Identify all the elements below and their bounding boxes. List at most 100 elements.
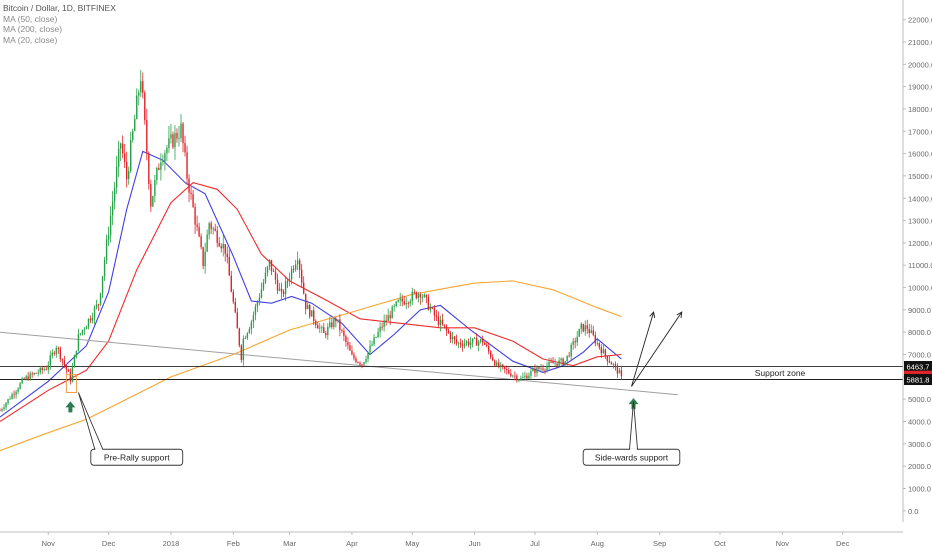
candle-body (194, 206, 196, 225)
candle-body (606, 355, 609, 362)
candle (140, 69, 142, 98)
candle-body (469, 342, 472, 346)
candle (276, 273, 279, 295)
candle (479, 338, 482, 344)
candle (196, 215, 198, 232)
candle-body (359, 362, 361, 365)
candle (224, 244, 226, 262)
indicator-ma200[interactable]: MA (200, close) (3, 24, 63, 34)
price-label-text: 6463.7 (907, 363, 930, 372)
candle-body (111, 201, 114, 216)
candle (461, 340, 464, 352)
support-zone-label: Support zone (755, 368, 806, 378)
candle-body (540, 368, 542, 370)
candle (292, 265, 295, 273)
candle-body (508, 370, 510, 374)
candle-body (278, 288, 281, 291)
candle (490, 349, 492, 360)
y-tick-label: 18000.0 (908, 105, 932, 114)
candle (544, 368, 546, 375)
candle-body (304, 293, 307, 310)
candle (282, 289, 285, 298)
candle-body (288, 279, 291, 282)
ma-line-ma200 (0, 280, 622, 452)
candle (61, 358, 64, 366)
callout-1: Pre-Rally support (78, 392, 184, 466)
candle-body (618, 370, 621, 374)
candle (41, 365, 43, 375)
y-tick-label: 3000.0 (908, 440, 931, 449)
candle-body (208, 223, 210, 235)
candle-body (375, 337, 377, 338)
candle (262, 279, 265, 292)
candle (53, 350, 56, 356)
candle (226, 246, 228, 264)
candle (298, 258, 301, 279)
candle (170, 124, 172, 144)
candle (481, 335, 484, 347)
y-tick-label: 15000.0 (908, 172, 932, 181)
candle-body (170, 134, 172, 139)
candle-body (329, 322, 331, 327)
candle (600, 344, 603, 358)
candle-body (268, 259, 271, 267)
candle-body (224, 244, 226, 254)
candle (132, 128, 134, 143)
candle-body (128, 171, 130, 180)
candle-body (333, 318, 335, 327)
candle (550, 357, 552, 364)
candle-body (506, 368, 508, 371)
candle-body (483, 342, 486, 345)
candle-body (558, 360, 560, 366)
candle-body (57, 347, 60, 349)
candle (35, 372, 37, 374)
candle-body (1, 409, 3, 411)
candle-body (184, 143, 186, 153)
indicator-ma50[interactable]: MA (50, close) (3, 13, 58, 24)
candle-body (81, 330, 84, 334)
candle-body (520, 378, 522, 380)
candle (172, 131, 174, 150)
candle (264, 266, 267, 285)
candle-body (91, 317, 94, 321)
candle-body (97, 304, 100, 306)
candle (192, 189, 194, 208)
candle (409, 298, 411, 307)
candle (522, 372, 524, 379)
candle-body (27, 376, 29, 380)
candle-body (477, 341, 480, 346)
x-tick-label: Jun (469, 539, 481, 548)
candle (393, 303, 395, 312)
candle-body (564, 361, 566, 365)
candle (3, 404, 5, 412)
candle-body (385, 320, 387, 322)
candle (319, 322, 321, 333)
candle (216, 225, 218, 248)
candle (564, 361, 566, 367)
candle-body (232, 291, 234, 302)
candle-body (612, 364, 615, 366)
candle-body (554, 363, 556, 365)
candle (419, 292, 422, 305)
candle (381, 322, 383, 331)
x-tick-label: Oct (714, 539, 727, 548)
candle (95, 299, 98, 310)
candle (274, 267, 277, 285)
candle-body (391, 306, 393, 319)
candle (347, 337, 349, 350)
price-label: 5881.8 (904, 374, 932, 386)
candle (467, 338, 470, 348)
candle (87, 318, 90, 330)
candle (504, 365, 506, 374)
indicator-ma20[interactable]: MA (20, close) (3, 34, 58, 45)
candle (176, 128, 178, 143)
candle-body (524, 375, 526, 377)
candle (150, 179, 152, 212)
candle (427, 294, 430, 311)
candle (439, 315, 442, 332)
candle-body (337, 319, 339, 322)
candle-body (140, 81, 142, 93)
candle (109, 206, 112, 243)
